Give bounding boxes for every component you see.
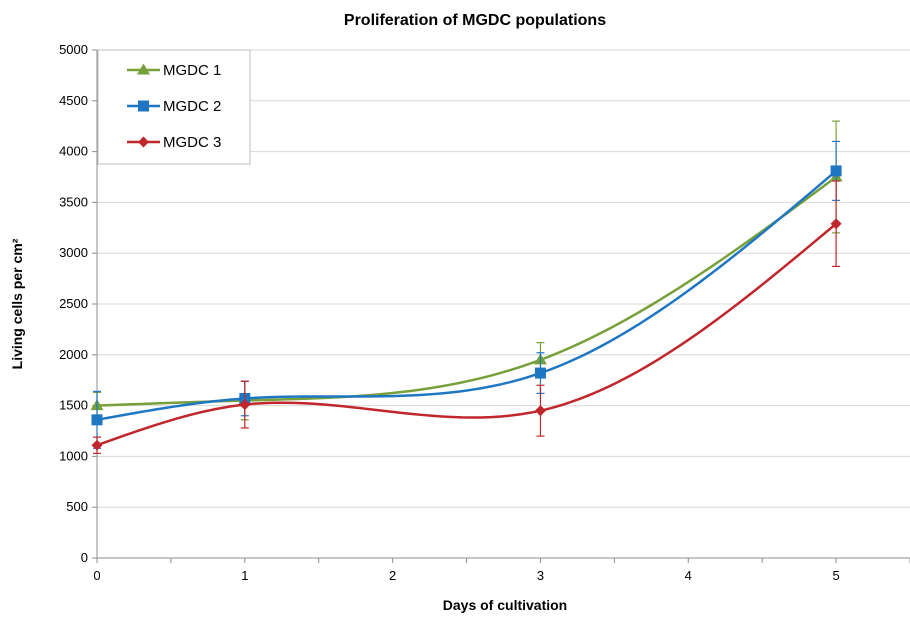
axes <box>92 49 910 563</box>
chart-title: Proliferation of MGDC populations <box>344 12 606 29</box>
x-tick-label: 0 <box>93 568 100 583</box>
y-tick-label: 500 <box>66 499 88 514</box>
y-tick-label: 1500 <box>59 398 88 413</box>
legend-label: MGDC 1 <box>163 62 221 79</box>
x-axis-title: Days of cultivation <box>443 597 567 613</box>
series-mgdc-1 <box>90 120 843 421</box>
series-line-mgdc-1 <box>96 175 837 407</box>
data-point-mgdc-2 <box>534 367 546 379</box>
data-point-mgdc-2 <box>91 414 103 426</box>
data-point-mgdc-3 <box>830 218 842 230</box>
y-tick-label: 3500 <box>59 194 88 209</box>
legend-item-mgdc-3: MGDC 3 <box>127 134 221 151</box>
series-mgdc-3 <box>91 180 842 454</box>
legend-label: MGDC 3 <box>163 134 221 151</box>
y-tick-labels: 0 500 1000 1500 2000 2500 3000 3500 4000 4500 5000 <box>59 42 88 565</box>
x-tick-label: 3 <box>537 568 544 583</box>
legend-box <box>97 49 251 165</box>
y-tick-label: 1000 <box>59 448 88 463</box>
x-tick-label: 4 <box>685 568 692 583</box>
legend-marker <box>137 63 150 75</box>
series-mgdc-2 <box>91 140 842 449</box>
series <box>90 120 843 454</box>
y-tick-label: 3000 <box>59 245 88 260</box>
legend: MGDC 1 MGDC 2 MGDC 3 <box>97 49 251 165</box>
legend-item-mgdc-2: MGDC 2 <box>127 98 221 115</box>
data-point-mgdc-3 <box>239 399 251 411</box>
legend-marker <box>138 136 149 148</box>
x-tick-labels: 0 1 2 3 4 5 <box>93 568 839 583</box>
legend-label: MGDC 2 <box>163 98 221 115</box>
legend-marker <box>138 100 149 112</box>
y-tick-label: 4500 <box>59 93 88 108</box>
y-tick-label: 0 <box>81 550 88 565</box>
data-point-mgdc-3 <box>534 405 546 417</box>
x-tick-label: 1 <box>241 568 248 583</box>
x-tick-label: 5 <box>832 568 839 583</box>
series-line-mgdc-2 <box>96 169 837 422</box>
legend-item-mgdc-1: MGDC 1 <box>127 62 221 79</box>
x-tick-label: 2 <box>389 568 396 583</box>
data-point-mgdc-3 <box>91 439 103 451</box>
data-point-mgdc-2 <box>830 165 842 177</box>
y-tick-label: 2500 <box>59 296 88 311</box>
y-tick-label: 5000 <box>59 42 88 57</box>
series-line-mgdc-3 <box>96 222 837 447</box>
y-tick-label: 2000 <box>59 347 88 362</box>
y-tick-label: 4000 <box>59 144 88 159</box>
y-axis-title: Living cells per cm² <box>9 238 25 369</box>
